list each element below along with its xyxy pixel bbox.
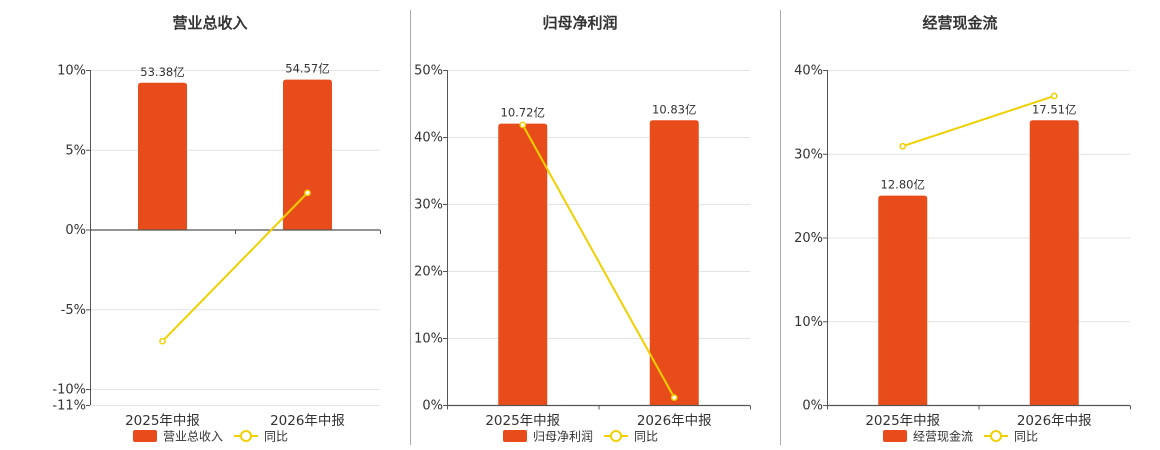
- legend-line-marker: [240, 430, 252, 442]
- x-category-label: 2025年中报: [865, 413, 940, 429]
- yoy-line: [161, 192, 309, 342]
- yoy-point: [159, 337, 166, 345]
- y-tick-label: 40%: [414, 131, 443, 146]
- legend-bar-swatch: [503, 430, 527, 442]
- chart-title: 归母净利润: [542, 14, 617, 32]
- legend-line-label: 同比: [1014, 430, 1038, 444]
- chart-title: 经营现金流: [922, 14, 997, 32]
- y-tick-label: 0%: [422, 399, 443, 414]
- bar: [878, 195, 928, 405]
- x-category-label: 2026年中报: [1017, 413, 1092, 429]
- y-tick-label: 10%: [414, 332, 443, 347]
- legend-bar-label: 营业总收入: [163, 430, 223, 444]
- bar-value-label: 10.72亿: [501, 106, 545, 120]
- legend-line-label: 同比: [634, 430, 658, 444]
- x-category-label: 2026年中报: [637, 413, 712, 429]
- legend-bar-label: 归母净利润: [533, 430, 593, 444]
- bar: [1029, 120, 1079, 405]
- y-tick-label: 5%: [65, 143, 86, 158]
- bar: [138, 82, 187, 230]
- y-tick-label: 40%: [794, 64, 823, 79]
- yoy-line: [902, 95, 1055, 148]
- y-tick-label: 20%: [414, 265, 443, 280]
- y-tick-label: -10%: [52, 383, 86, 398]
- bar: [283, 79, 332, 230]
- yoy-point: [304, 189, 311, 197]
- yoy-point: [519, 121, 527, 129]
- legend-bar-swatch: [133, 430, 157, 442]
- legend-line-marker: [610, 430, 622, 442]
- y-tick-label: 10%: [57, 64, 86, 79]
- x-category-label: 2025年中报: [485, 413, 560, 429]
- y-tick-label: 0%: [65, 223, 86, 238]
- x-category-label: 2025年中报: [125, 413, 200, 429]
- chart-net-profit: 归母净利润 50% 40% 30% 20% 10% 0% 10.72亿 10.83亿 202…: [414, 14, 751, 444]
- bar: [649, 120, 699, 405]
- chart-operating-cash-flow: 经营现金流 40% 30% 20% 10% 0% 12.80亿 17.51亿 2025年中…: [794, 14, 1131, 444]
- bar-value-label: 54.57亿: [285, 62, 329, 76]
- bar-value-label: 10.83亿: [652, 102, 696, 116]
- bar-value-label: 53.38亿: [140, 65, 184, 79]
- yoy-point: [670, 394, 678, 401]
- legend-line-label: 同比: [264, 430, 288, 444]
- y-tick-label: 10%: [794, 315, 823, 330]
- y-tick-label: 0%: [802, 399, 823, 414]
- yoy-point: [899, 142, 907, 150]
- y-tick-label: -11%: [52, 399, 86, 414]
- y-tick-label: 30%: [414, 198, 443, 213]
- y-tick-label: 20%: [794, 231, 823, 246]
- x-category-label: 2026年中报: [270, 413, 345, 429]
- chart-title: 营业总收入: [172, 14, 247, 32]
- yoy-line: [521, 124, 676, 399]
- yoy-point: [1050, 92, 1058, 100]
- bar: [498, 123, 548, 405]
- legend-bar-swatch: [883, 430, 907, 442]
- legend-bar-label: 经营现金流: [913, 429, 973, 444]
- y-tick-label: -5%: [61, 303, 86, 318]
- chart-revenue: 营业总收入 10% 5% 0% -5% -10%-11% 53.38亿 54.57亿 20…: [52, 14, 381, 444]
- y-tick-label: 50%: [414, 64, 443, 79]
- bar-value-label: 17.51亿: [1032, 102, 1076, 116]
- legend-line-marker: [990, 430, 1002, 442]
- bar-value-label: 12.80亿: [881, 178, 925, 192]
- y-tick-label: 30%: [794, 147, 823, 162]
